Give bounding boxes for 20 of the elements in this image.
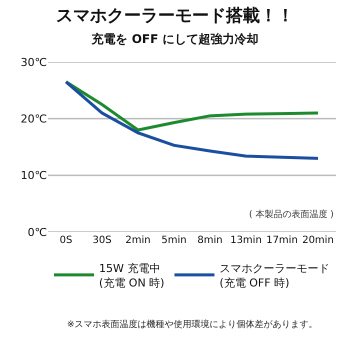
chart-subtitle: 充電を OFF にして超強力冷却 [90, 32, 258, 46]
legend-label: スマホクーラーモード (充電 OFF 時) [219, 262, 330, 290]
line-series [64, 80, 320, 160]
x-tick-label: 2min [125, 235, 151, 246]
line-series [64, 80, 320, 132]
y-tick-label: 20℃ [20, 112, 47, 126]
y-tick-label: 30℃ [20, 56, 47, 69]
x-tick-label: 0S [60, 235, 72, 246]
text: ※スマホ表面温度は機種や使用環境により個体差があります。 [67, 319, 318, 330]
x-tick-label: 8min [197, 235, 223, 246]
annotation: ( 本製品の表面温度 ) [249, 209, 334, 220]
y-tick-label: 0℃ [28, 226, 47, 239]
x-tick-label: 20min [302, 235, 334, 246]
chart-title: スマホクーラーモード搭載！！ [56, 6, 294, 26]
legend-label: 15W 充電中 (充電 ON 時) [99, 262, 164, 290]
x-tick-label: 13min [230, 235, 262, 246]
x-tick-label: 5min [161, 235, 187, 246]
y-tick-label: 10℃ [20, 169, 47, 182]
x-tick-label: 17min [266, 235, 298, 246]
x-tick-label: 30S [92, 235, 112, 246]
